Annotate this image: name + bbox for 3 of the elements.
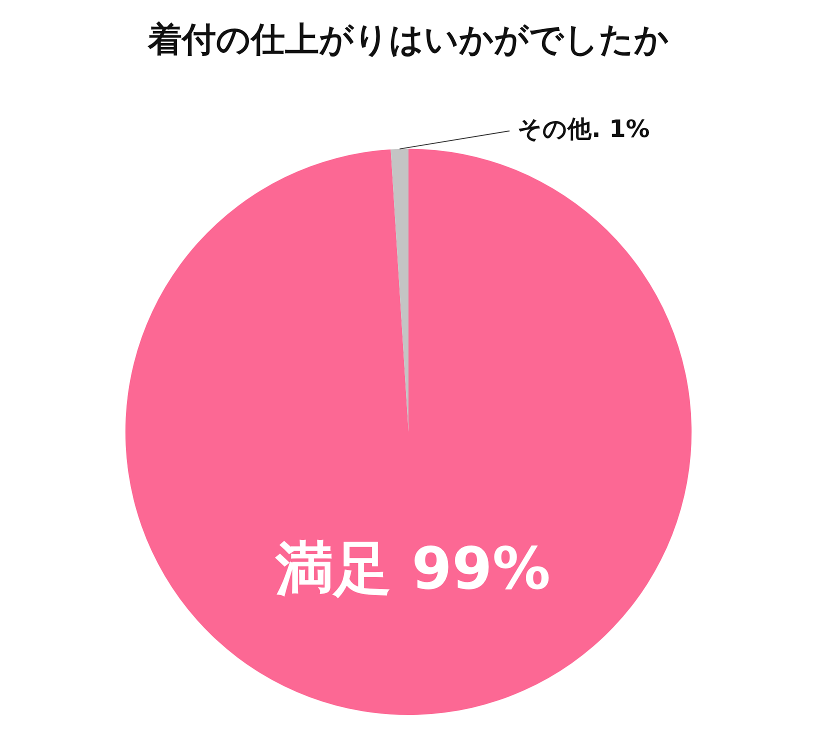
slice-label: その他. 1% <box>518 115 650 144</box>
chart-title: 着付の仕上がりはいかがでしたか <box>147 20 669 60</box>
slice-label: 満足 99% <box>274 534 550 602</box>
